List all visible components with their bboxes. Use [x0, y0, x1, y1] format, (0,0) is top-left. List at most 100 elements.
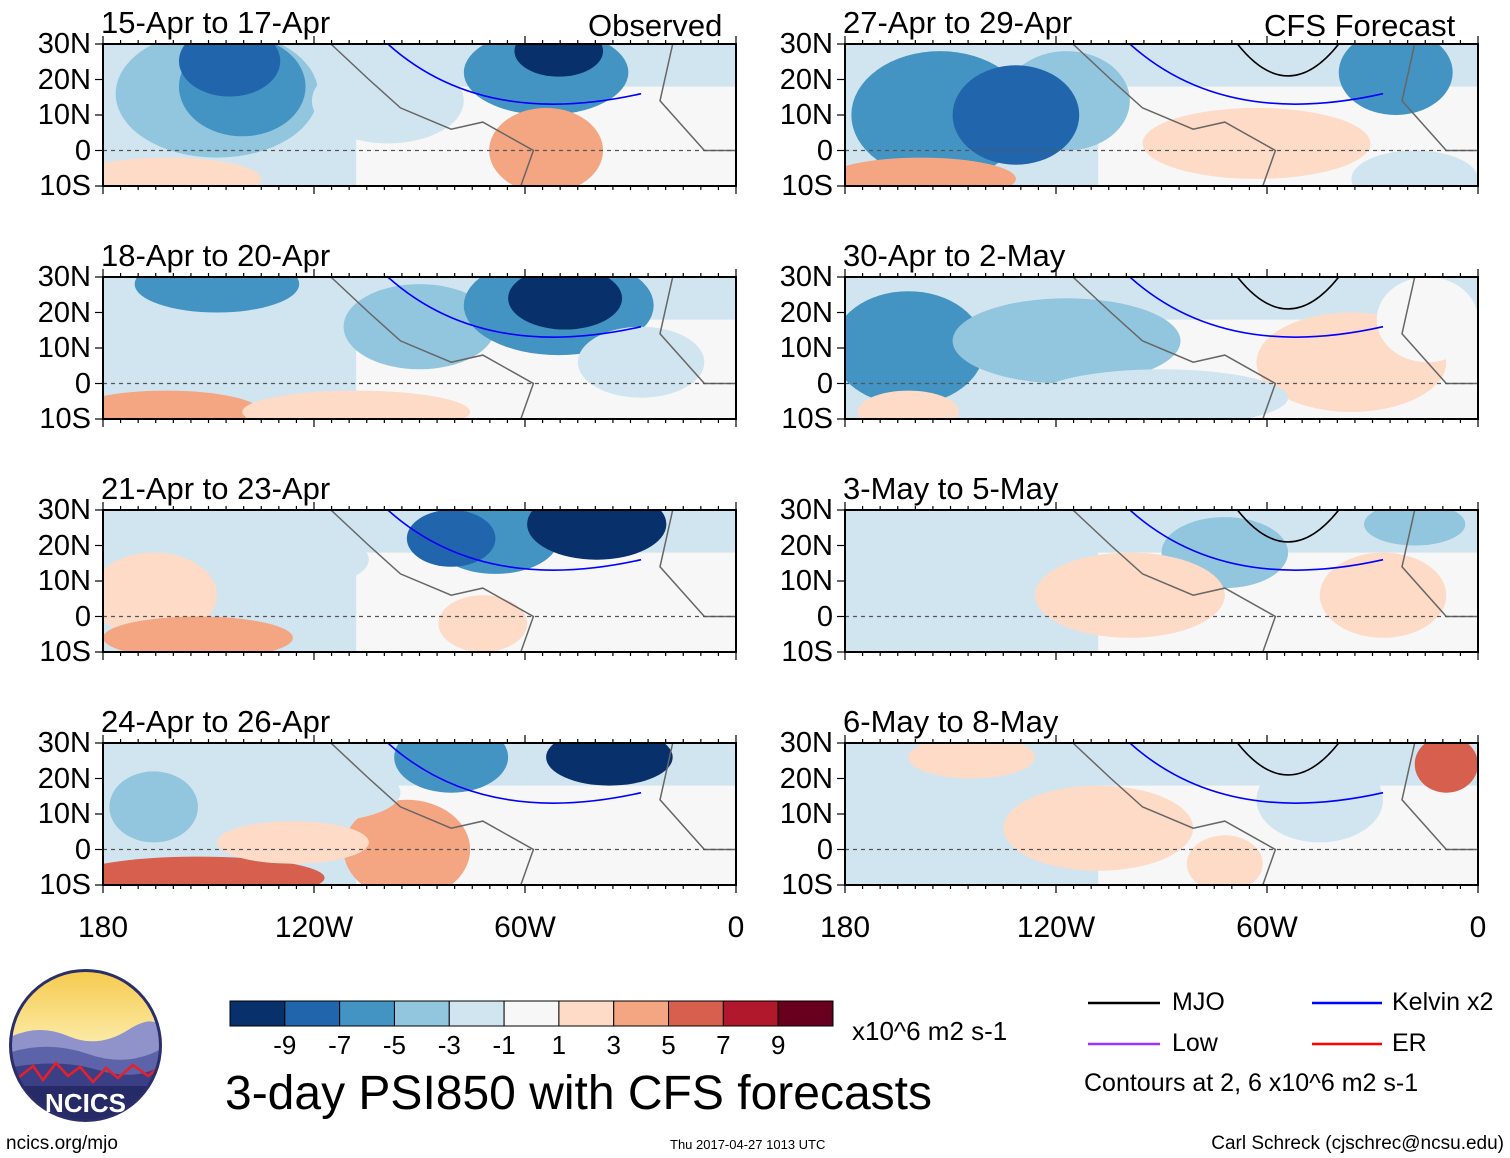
kelvin-contour: [387, 510, 642, 571]
coastline: [330, 510, 535, 652]
x-tick-label: 180: [77, 911, 129, 944]
y-tick-label: 10S: [781, 869, 833, 901]
y-tick-label: 30N: [37, 727, 91, 759]
colorbar-swatch: [613, 1000, 670, 1027]
anomaly-region: [908, 743, 1035, 779]
panel-title-1: 15-Apr to 17-Apr: [101, 5, 331, 40]
coastline: [330, 743, 535, 885]
coastline: [330, 44, 535, 186]
colorbar-tick-label: -5: [382, 1030, 407, 1060]
panel-title-3: 21-Apr to 23-Apr: [101, 471, 331, 506]
anomaly-region: [109, 771, 198, 843]
y-tick-label: 10S: [39, 170, 91, 202]
mjo-contour: [1236, 277, 1340, 310]
y-tick-label: 20N: [37, 296, 91, 329]
anomaly-region: [216, 821, 369, 864]
map-panel-7: [837, 502, 1479, 660]
anomaly-region: [857, 390, 959, 419]
map-panel-6: [837, 269, 1479, 427]
ncics-logo: NCICS: [9, 969, 162, 1122]
panel-field: [845, 743, 1478, 885]
legend-label: ER: [1392, 1029, 1427, 1057]
legend-label: MJO: [1172, 988, 1225, 1016]
anomaly-region: [952, 65, 1080, 165]
anomaly-region: [508, 277, 623, 330]
contour-note: Contours at 2, 6 x10^6 m2 s-1: [1084, 1069, 1419, 1097]
kelvin-contour: [1129, 743, 1384, 804]
y-tick-label: 10S: [39, 869, 91, 901]
panel-title-8: 6-May to 8-May: [843, 704, 1059, 739]
group-label-observed: Observed: [588, 8, 723, 43]
colorbar-tick-label: 5: [661, 1030, 676, 1060]
colorbar-tick-label: -7: [328, 1030, 352, 1060]
anomaly-region: [845, 291, 985, 405]
y-tick-label: 30N: [37, 494, 91, 526]
panel-field: [845, 510, 1478, 652]
colorbar-swatch: [722, 1000, 779, 1027]
y-tick-label: 10N: [779, 565, 833, 597]
map-panel-2: [95, 269, 737, 427]
anomaly-region: [343, 799, 471, 885]
x-tick-label: 120W: [274, 911, 354, 944]
y-tick-label: 20N: [37, 63, 91, 96]
colorbar-tick-label: -1: [492, 1030, 516, 1060]
y-tick-label: 20N: [779, 762, 833, 795]
main-title: 3-day PSI850 with CFS forecasts: [225, 1067, 932, 1120]
colorbar-tick-label: 7: [716, 1030, 731, 1060]
colorbar-swatch: [777, 1000, 834, 1027]
anomaly-region: [103, 616, 293, 652]
panel-field: [103, 277, 736, 419]
anomaly-region: [103, 157, 262, 186]
kelvin-contour: [1129, 44, 1384, 105]
footer-left: ncics.org/mjo: [6, 1133, 118, 1154]
anomaly-region: [489, 107, 604, 186]
panel-field: [845, 277, 1478, 419]
y-tick-label: 30N: [37, 261, 91, 293]
y-tick-label: 0: [74, 134, 91, 167]
colorbar-swatch: [558, 1000, 615, 1027]
panel-field: [103, 44, 736, 186]
anomaly-region: [1364, 510, 1466, 546]
colorbar-tick-label: 3: [606, 1030, 621, 1060]
mjo-contour: [1236, 743, 1340, 776]
anomaly-region: [1034, 552, 1225, 638]
kelvin-contour: [387, 44, 642, 105]
y-tick-label: 10S: [39, 403, 91, 435]
anomaly-region: [514, 44, 604, 77]
anomaly-region: [1003, 785, 1194, 871]
x-tick-label: 180: [819, 911, 871, 944]
y-tick-label: 10N: [37, 798, 91, 830]
anomaly-region: [1186, 835, 1263, 885]
anomaly-region: [1034, 369, 1289, 419]
x-tick-label: 60W: [1236, 911, 1298, 944]
anomaly-region: [952, 298, 1181, 384]
y-tick-label: 0: [74, 600, 91, 633]
y-tick-label: 0: [816, 833, 833, 866]
kelvin-contour: [1129, 277, 1384, 338]
y-tick-label: 10S: [781, 403, 833, 435]
anomaly-region: [546, 743, 673, 786]
anomaly-region: [845, 157, 1016, 186]
y-tick-label: 30N: [779, 261, 833, 293]
legend-label: Low: [1172, 1029, 1218, 1057]
coastline: [1072, 44, 1277, 186]
anomaly-region: [311, 58, 464, 144]
anomaly-region: [527, 510, 667, 560]
mjo-contour: [1236, 44, 1340, 77]
coastline: [1072, 277, 1277, 419]
colorbar-tick-label: 9: [770, 1030, 786, 1060]
x-tick-label: 60W: [494, 911, 556, 944]
kelvin-contour: [387, 743, 642, 804]
anomaly-region: [857, 545, 1023, 631]
anomaly-region: [178, 44, 281, 97]
map-panel-5: [837, 36, 1479, 194]
anomaly-region: [1142, 107, 1371, 179]
y-tick-label: 0: [74, 833, 91, 866]
anomaly-region: [1351, 150, 1478, 186]
map-panel-4: [95, 735, 737, 893]
panel-title-5: 27-Apr to 29-Apr: [843, 5, 1073, 40]
anomaly-region: [103, 856, 325, 885]
y-tick-label: 0: [816, 134, 833, 167]
colorbar-tick-label: -9: [273, 1030, 297, 1060]
